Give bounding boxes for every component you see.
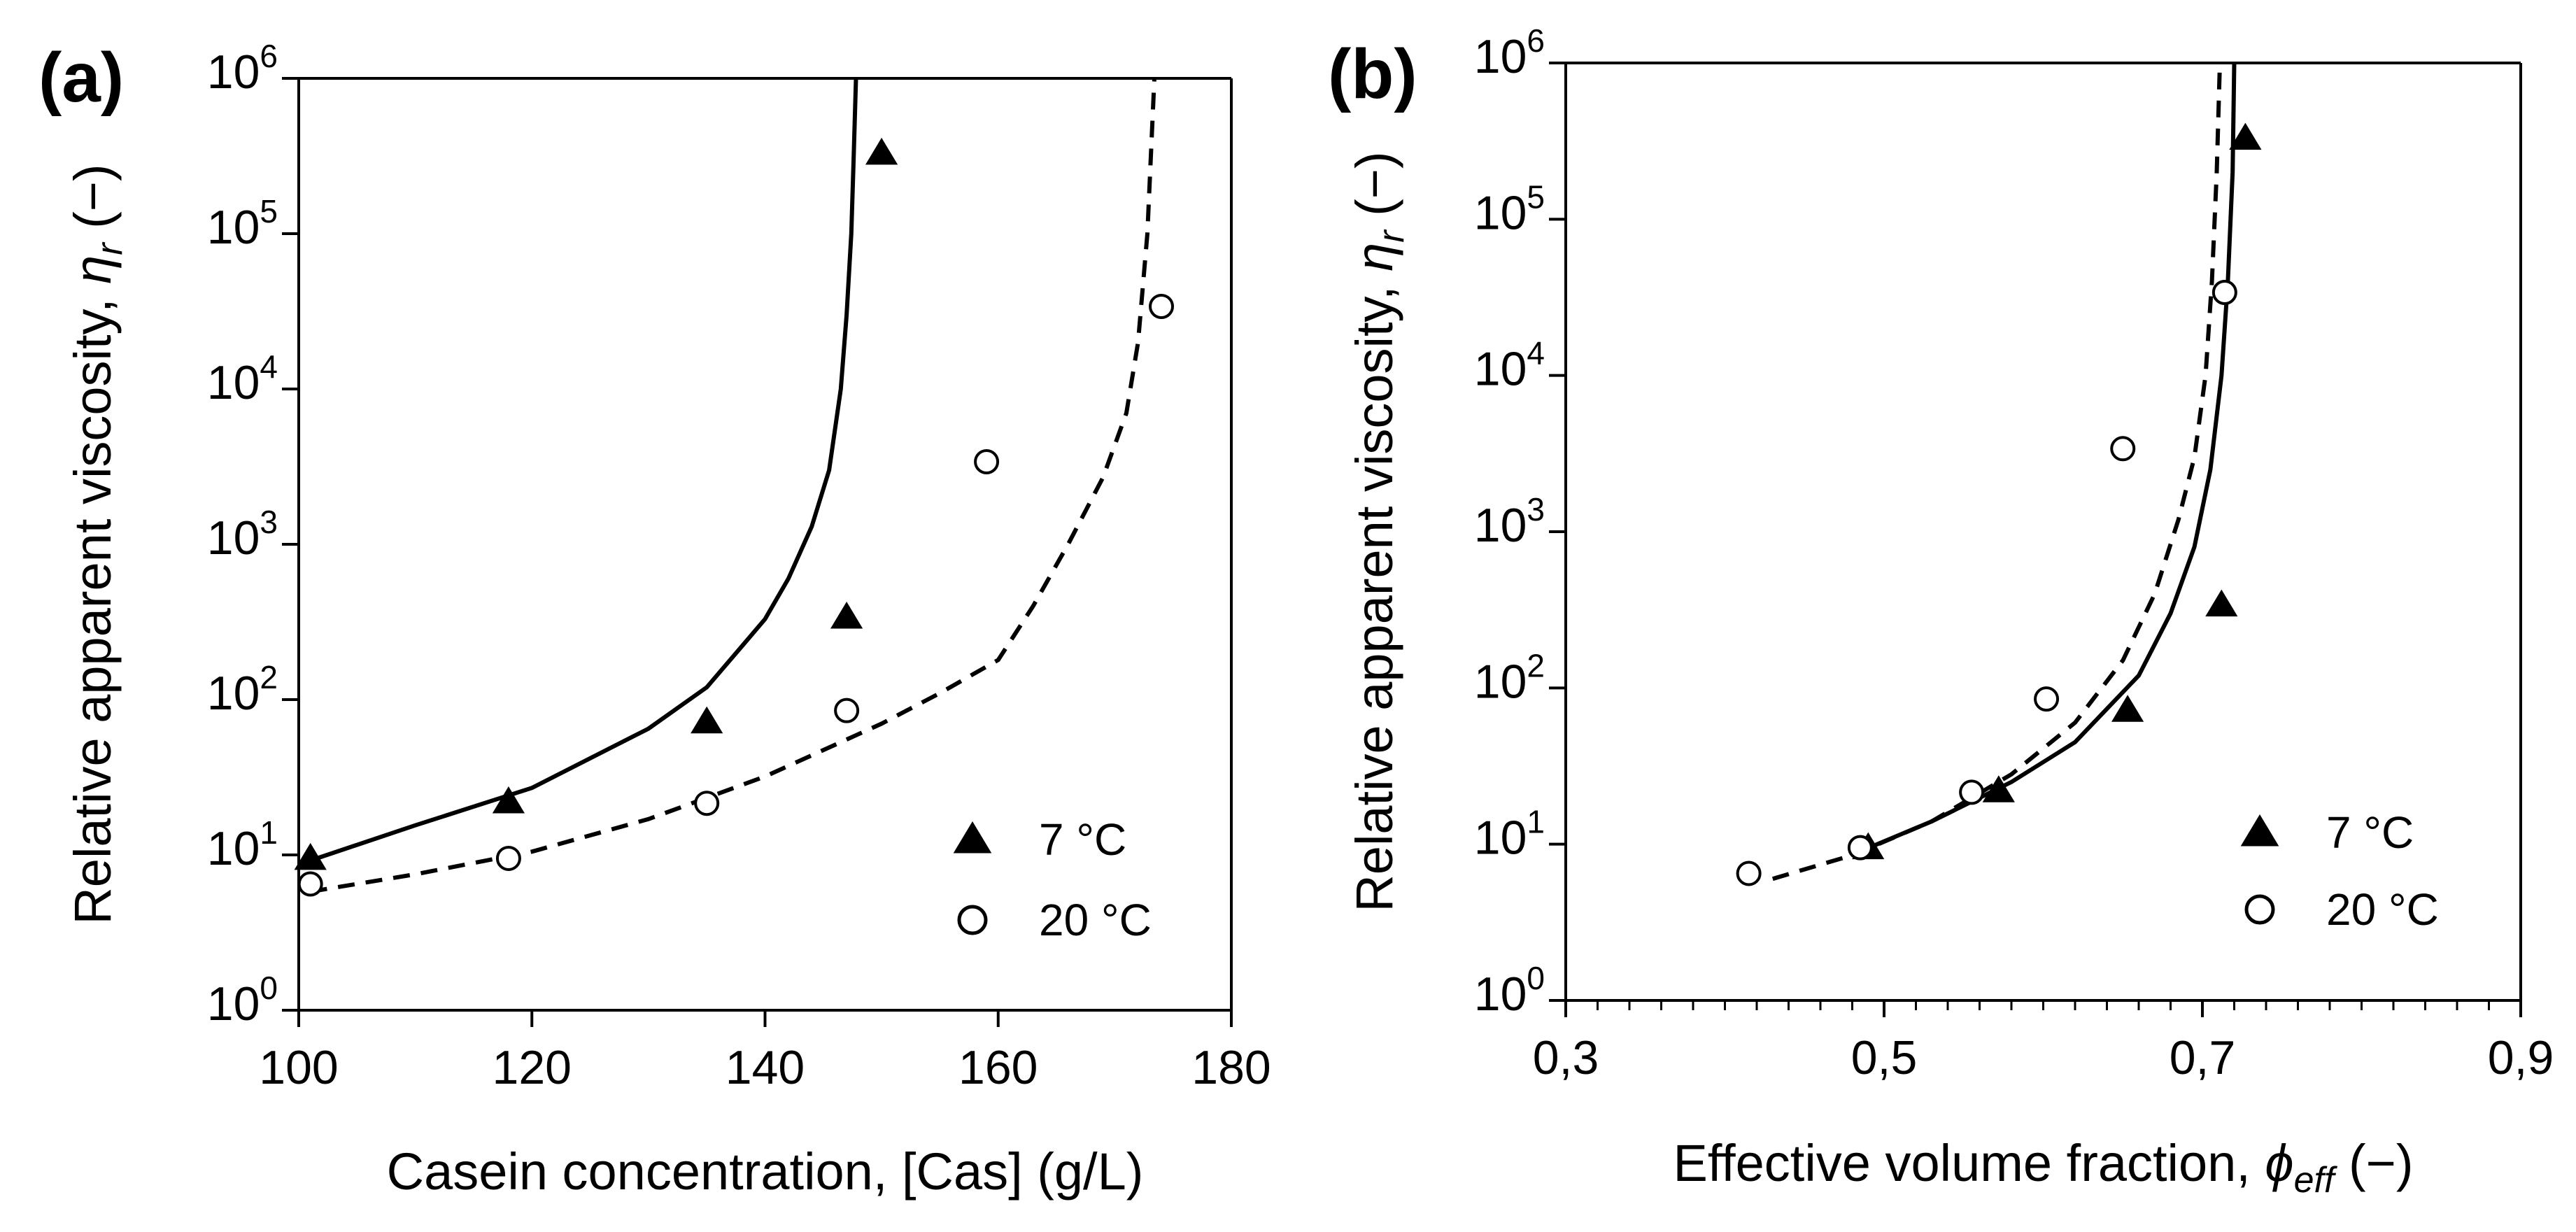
- panel-b-y-tick-label: 105: [1474, 178, 1545, 239]
- panel-a-y-axis-title: Relative apparent viscosity, ηr (−): [64, 164, 130, 924]
- panel-b-circle-point: [1959, 779, 1985, 805]
- panel-b-triangle-point: [1982, 775, 2015, 802]
- panel-a-triangle-point: [865, 137, 898, 165]
- panel-a-x-tick-label: 100: [259, 1041, 338, 1094]
- panel-b-x-tick-label: 0,7: [2170, 1031, 2236, 1084]
- panel-a-dashed-model-line: [310, 78, 1156, 894]
- panel-a-circle-point: [694, 791, 720, 816]
- panel-a-x-tick-label: 120: [493, 1041, 572, 1094]
- panel-a-circle-point: [974, 449, 1000, 475]
- panel-b-legend-label: 7 °C: [2326, 807, 2414, 858]
- panel-a-legend-label: 7 °C: [1039, 814, 1126, 865]
- panel-b-triangle-point: [2205, 589, 2238, 617]
- panel-a-triangle-point: [691, 706, 723, 734]
- panel-a-y-tick-label: 105: [207, 193, 278, 254]
- panel-a-x-tick-label: 160: [958, 1041, 1038, 1094]
- panel-b-triangle-point: [2111, 695, 2144, 722]
- panel-a-chart: (a) 100 101 102 103 104 105 106 100 120 140 160 180 C…: [38, 38, 1271, 1201]
- panel-b-legend-circle-marker: [2244, 894, 2275, 925]
- panel-a-x-tick-label: 140: [726, 1041, 805, 1094]
- panel-b-legend-label: 20 °C: [2326, 884, 2439, 935]
- panel-a-triangle-point: [492, 786, 525, 814]
- panel-b-legend-triangle-marker: [2240, 814, 2279, 847]
- panel-b-y-tick-label: 103: [1474, 491, 1545, 552]
- panel-b-x-tick-label: 0,5: [1851, 1031, 1918, 1084]
- panel-a-circle-point: [834, 698, 860, 723]
- panel-b-circle-point: [1847, 835, 1873, 861]
- panel-a-y-tick-label: 101: [207, 814, 278, 875]
- panel-b-circle-point: [2034, 686, 2060, 712]
- panel-b-circle-point: [2110, 436, 2136, 462]
- panel-a-y-tick-label: 106: [207, 38, 278, 99]
- panel-b-y-tick-label: 101: [1474, 804, 1545, 865]
- panel-a-x-axis-title: Casein concentration, [Cas] (g/L): [387, 1142, 1144, 1201]
- panel-a-y-tick-label: 102: [207, 659, 278, 720]
- panel-b-label: (b): [1328, 35, 1417, 113]
- panel-a-triangle-point: [294, 842, 327, 870]
- panel-b-y-tick-label: 106: [1474, 22, 1545, 83]
- panel-b-triangle-point: [2229, 122, 2262, 150]
- panel-a-x-tick-label: 180: [1191, 1041, 1271, 1094]
- panel-b-solid-model-line: [1859, 63, 2237, 854]
- panel-b-y-axis-title: Relative apparent viscosity, ηr (−): [1345, 151, 1412, 912]
- panel-a-y-tick-label: 104: [207, 348, 278, 409]
- panel-b-y-tick-label: 102: [1474, 647, 1545, 708]
- panel-b-x-tick-label: 0,3: [1533, 1031, 1599, 1084]
- panel-b-circle-point: [1736, 861, 1762, 886]
- panel-b-x-tick-label: 0,9: [2488, 1031, 2554, 1084]
- panel-a-circle-point: [1149, 294, 1175, 320]
- panel-a-y-tick-label: 103: [207, 504, 278, 565]
- panel-a-legend-label: 20 °C: [1039, 895, 1152, 945]
- panel-a-label: (a): [38, 38, 124, 117]
- panel-a-solid-model-line: [309, 78, 858, 863]
- panel-b-y-tick-label: 100: [1474, 960, 1545, 1021]
- panel-b-x-axis-title: Effective volume fraction, ϕeff (−): [1673, 1134, 2414, 1201]
- panel-a-triangle-point: [830, 602, 863, 629]
- panel-b-y-tick-label: 104: [1474, 335, 1545, 396]
- panel-b-chart: (b) 100 101 102 103 104 105 106 0,3 0,5 0,7 0,9 Effe…: [1328, 22, 2554, 1201]
- panel-a-legend-circle-marker: [957, 905, 988, 935]
- panel-a-circle-point: [495, 845, 521, 871]
- panel-a-y-tick-label: 100: [207, 970, 278, 1031]
- panel-a-circle-point: [297, 871, 323, 897]
- panel-b-dashed-model-line: [1771, 63, 2222, 881]
- panel-b-circle-point: [2211, 279, 2237, 305]
- panel-a-legend-triangle-marker: [953, 821, 992, 854]
